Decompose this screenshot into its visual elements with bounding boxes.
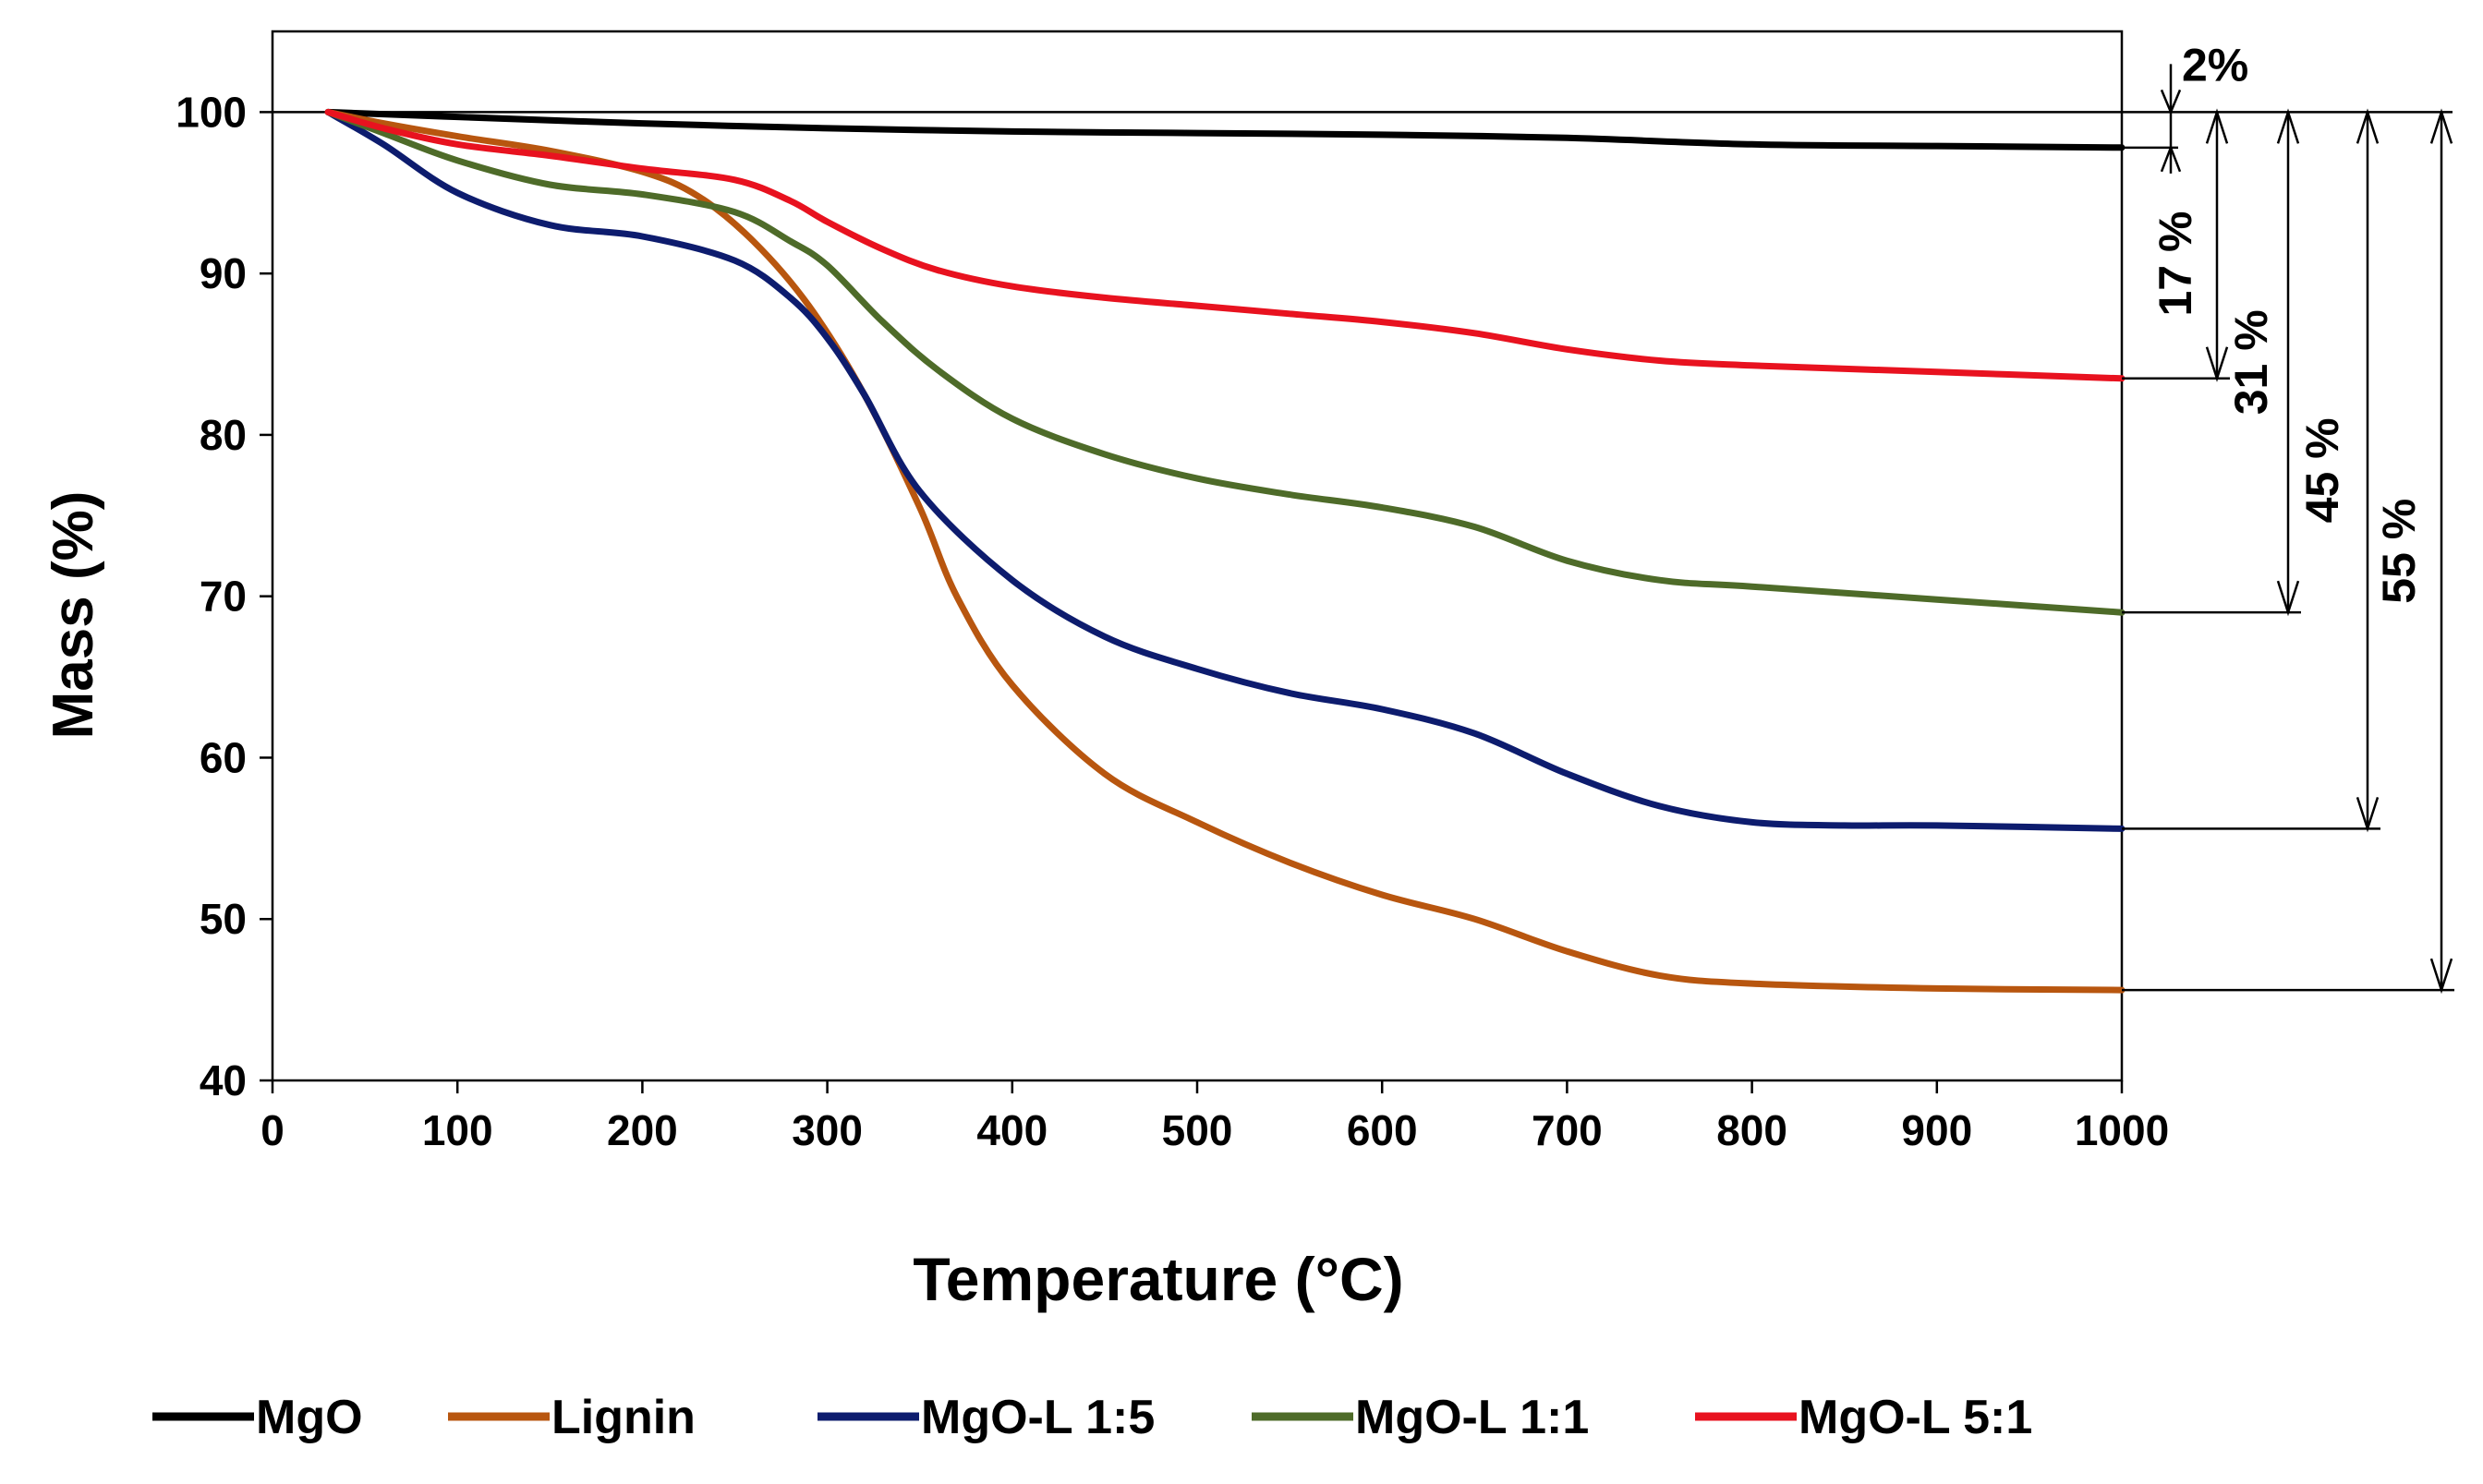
y-tick-label: 80 — [200, 411, 247, 459]
x-tick-label: 700 — [1532, 1106, 1603, 1154]
annotation-label: 45 % — [2296, 417, 2348, 523]
annotation-1: 2% — [2122, 39, 2248, 174]
series-line-mgo — [324, 108, 2126, 151]
annotation-arrow-head — [2276, 580, 2300, 617]
x-tick-label: 300 — [792, 1106, 863, 1154]
legend-label: MgO-L 1:1 — [1355, 1391, 1589, 1444]
series-line-lignin — [324, 108, 2126, 994]
x-axis-title: Temperature (°C) — [913, 1245, 1403, 1313]
x-tick-label: 800 — [1716, 1106, 1787, 1154]
legend-label: MgO — [256, 1391, 363, 1444]
legend-item-mgo-l-1-5: MgO-L 1:5 — [818, 1391, 1155, 1444]
y-tick-label: 50 — [200, 895, 247, 943]
annotation-label: 2% — [2182, 39, 2248, 90]
x-tick-label: 100 — [422, 1106, 493, 1154]
series-line-mgo-l-1-5 — [324, 108, 2126, 832]
legend-label: MgO-L 1:5 — [921, 1391, 1155, 1444]
annotation-arrow-head — [2276, 108, 2300, 144]
x-tick-label: 400 — [976, 1106, 1048, 1154]
x-tick-label: 900 — [1901, 1106, 1972, 1154]
annotation-label: 55 % — [2373, 499, 2425, 604]
annotation-label: 17 % — [2150, 211, 2201, 317]
annotation-label: 31 % — [2225, 309, 2277, 415]
series-line-mgo-l-5-1 — [324, 108, 2126, 382]
annotation-arrow-head — [2160, 89, 2182, 115]
annotation-3: 31 % — [2122, 108, 2301, 617]
annotation-5: 55 % — [2122, 108, 2454, 995]
annotation-arrow-head — [2160, 144, 2182, 173]
annotation-arrow-head — [2429, 958, 2453, 995]
x-tick-label: 600 — [1347, 1106, 1418, 1154]
annotation-4: 45 % — [2122, 108, 2380, 833]
plot-frame — [271, 30, 2124, 1082]
annotation-arrow-head — [2429, 108, 2453, 144]
x-tick-label: 500 — [1162, 1106, 1233, 1154]
y-tick-label: 60 — [200, 733, 247, 781]
x-tick-label: 1000 — [2075, 1106, 2169, 1154]
y-tick-label: 70 — [200, 573, 247, 621]
y-axis-title: Mass (%) — [42, 491, 105, 740]
y-tick-label: 40 — [200, 1056, 247, 1104]
annotation-arrow-head — [2205, 346, 2229, 382]
y-tick-label: 100 — [176, 88, 247, 136]
annotation-arrow-head — [2356, 108, 2380, 144]
legend-label: MgO-L 5:1 — [1799, 1391, 2032, 1444]
legend-item-mgo-l-1-1: MgO-L 1:1 — [1252, 1391, 1589, 1444]
legend-item-mgo: MgO — [152, 1391, 363, 1444]
x-tick-label: 200 — [607, 1106, 678, 1154]
series-line-mgo-l-1-1 — [324, 108, 2126, 616]
annotation-arrow-head — [2205, 108, 2229, 144]
y-tick-label: 90 — [200, 249, 247, 297]
legend-item-lignin: Lignin — [448, 1391, 696, 1444]
annotation-arrow-head — [2356, 796, 2380, 833]
legend-item-mgo-l-5-1: MgO-L 5:1 — [1695, 1391, 2032, 1444]
annotation-2: 17 % — [2122, 108, 2230, 382]
legend-label: Lignin — [551, 1391, 696, 1444]
x-tick-label: 0 — [260, 1106, 285, 1154]
